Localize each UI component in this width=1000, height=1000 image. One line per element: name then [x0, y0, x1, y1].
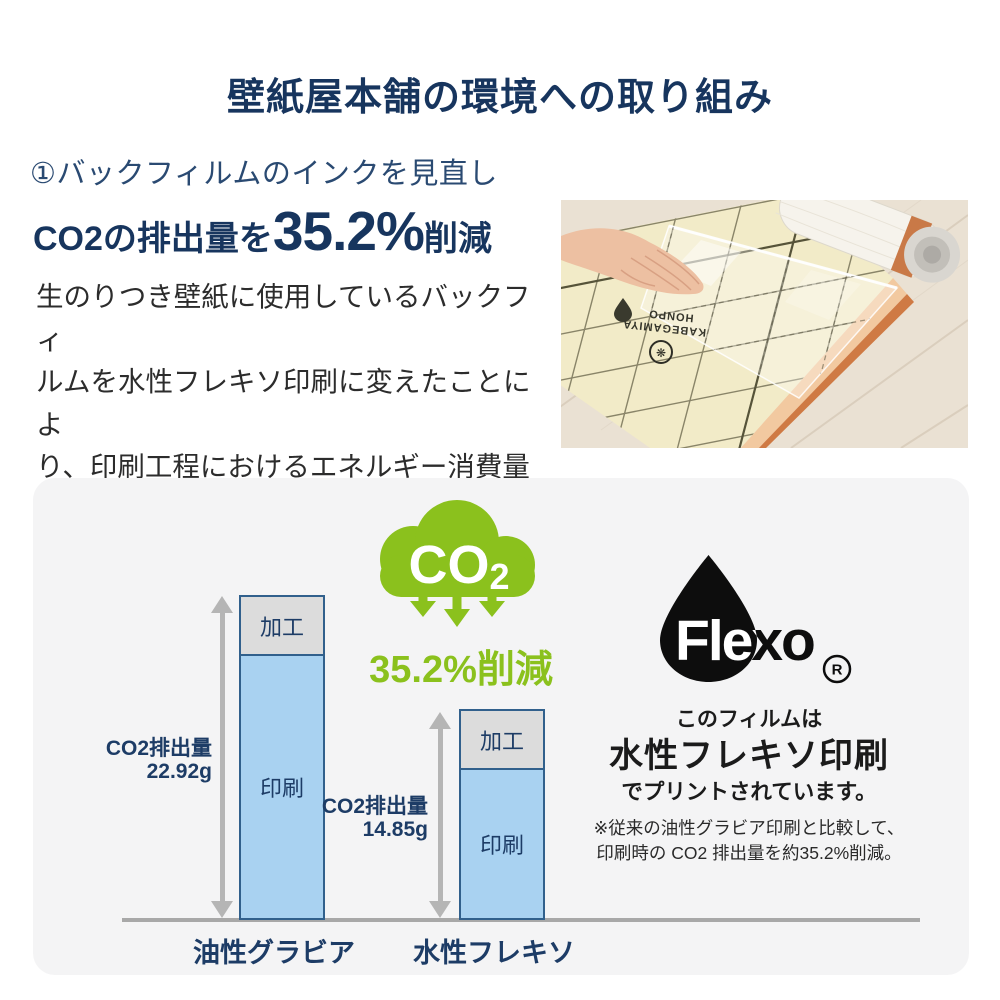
film-statement-line1: このフィルムは [675, 708, 823, 731]
co2-text: CO2 [408, 535, 509, 597]
category-label-water-flexo: 水性フレキソ [413, 938, 575, 968]
printed-droplet-mark [614, 298, 632, 322]
co2-cloud-icon: CO2 [380, 500, 535, 627]
segment-label: 加工 [259, 614, 304, 640]
film-dashed-grid [641, 226, 897, 398]
hand [561, 228, 704, 295]
measure-arrow-right [429, 712, 451, 918]
film-emblem-mark: ❋ [656, 346, 666, 360]
flexo-logo: Flexo Flexo R [660, 555, 852, 684]
hand-finger-lines [620, 249, 700, 291]
svg-text:HONPO: HONPO [648, 307, 694, 324]
film-edge-highlight [668, 224, 898, 290]
highlight-headline: CO2の排出量を 35.2% 削減 [33, 204, 492, 259]
category-label-oil-gravure: 油性グラビア [193, 938, 355, 968]
body-line: ルムを水性フレキソ印刷に変えたことによ [36, 366, 531, 440]
sheet-edge-band [740, 278, 907, 448]
section-heading: ①バックフィルムのインクを見直し [30, 158, 498, 190]
infographic-panel: 加工 印刷 加工 印刷 CO2排出量 22.92g CO2排出量 14.85g … [33, 478, 969, 975]
chart-baseline [122, 918, 920, 922]
film-statement-line2: 水性フレキソ印刷 [609, 737, 889, 775]
sheet-edge-strip [758, 294, 914, 448]
highlight-suffix: 削減 [423, 220, 492, 258]
footnote-line2: 印刷時の CO2 排出量を約35.2%削減。 [596, 843, 902, 863]
segment-label: 印刷 [479, 833, 524, 858]
body-line: り、印刷工程におけるエネルギー消費量 [36, 451, 530, 482]
segment-label: 印刷 [259, 776, 304, 801]
bar-segment-processing: 加工 [239, 595, 325, 656]
footnote-line1: ※従来の油性グラビア印刷と比較して、 [593, 818, 905, 838]
bar-segment-printing: 印刷 [459, 770, 545, 920]
bar-segment-processing: 加工 [459, 709, 545, 770]
measure-arrow-left [211, 596, 233, 918]
page-title: 壁紙屋本舗の環境への取り組み [226, 77, 773, 119]
emission-label-right: CO2排出量 14.85g [321, 795, 428, 841]
bar-water-flexo: 加工 印刷 [459, 709, 545, 920]
registered-mark-circle [822, 654, 852, 684]
bar-oil-gravure: 加工 印刷 [239, 595, 325, 920]
registered-mark: R [832, 662, 843, 679]
emission-label-left: CO2排出量 22.92g [105, 737, 212, 783]
bar-segment-printing: 印刷 [239, 656, 325, 920]
highlight-value: 35.2% [272, 200, 425, 262]
flexo-droplet-icon [660, 555, 757, 682]
product-photo: KABEGAMIYA HONPO ❋ [561, 200, 968, 448]
cloud-shape [380, 500, 535, 597]
reduction-text: 35.2%削減 [369, 649, 553, 691]
flexo-wordmark: Flexo [675, 609, 814, 673]
body-line: 生のりつき壁紙に使用しているバックフィ [36, 281, 531, 355]
segment-label: 加工 [479, 728, 524, 754]
highlight-prefix: CO2の排出量を [33, 220, 273, 258]
film-statement-line3: でプリントされています。 [621, 780, 877, 804]
wallpaper-roll [775, 200, 961, 283]
film-emblem-circle [649, 340, 673, 364]
photo-illustration: KABEGAMIYA HONPO ❋ [561, 200, 968, 448]
flexo-wordmark-knockout: Flexo [675, 609, 814, 673]
film-sheen [785, 270, 861, 320]
